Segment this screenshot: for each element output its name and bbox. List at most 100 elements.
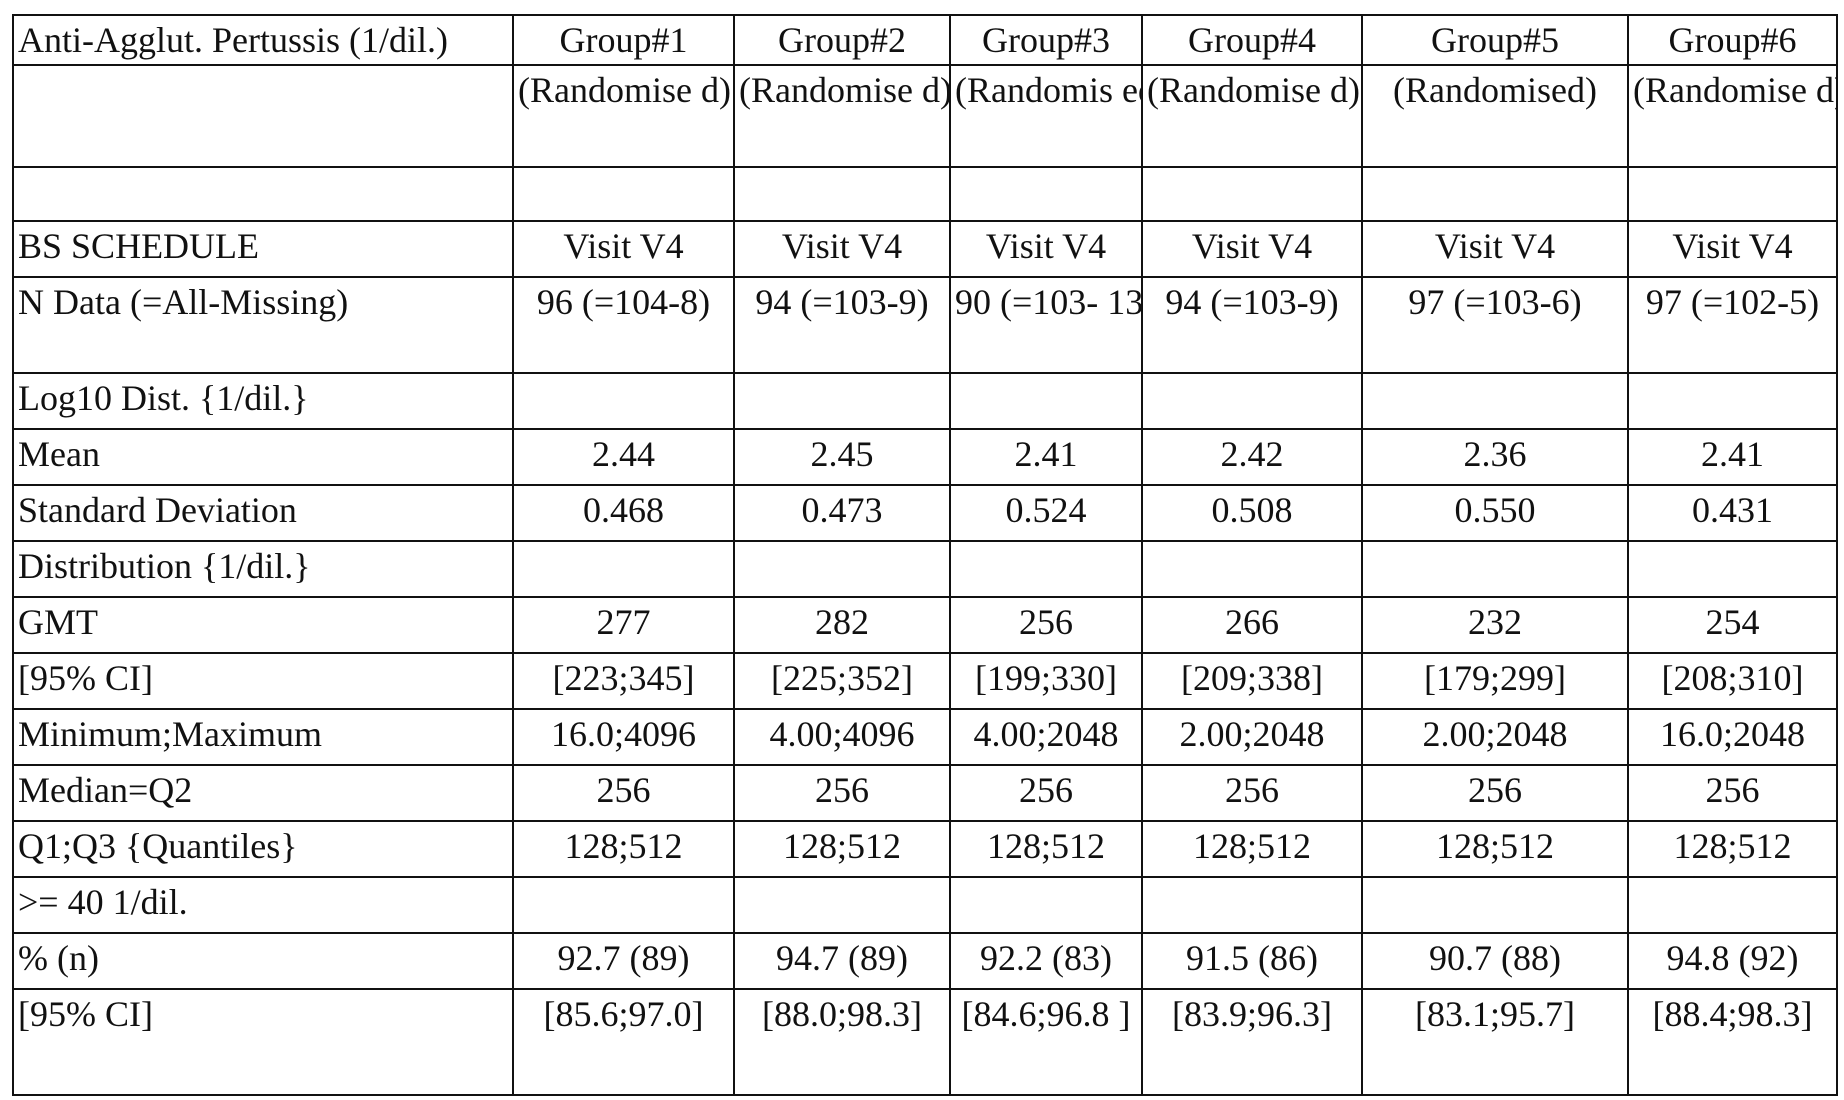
header-row-groups: Anti-Agglut. Pertussis (1/dil.) Group#1 … [12,14,1838,66]
group-5-randomised: (Randomised) [1361,64,1629,168]
table-cell: 97 (=102-5) [1627,276,1838,374]
group-2-header: Group#2 [733,14,951,66]
table-cell: 128;512 [1627,820,1838,878]
table-row-gmt: GMT 277 282 256 266 232 254 [12,596,1838,654]
table-row-percent-ci: [95% CI] [85.6;97.0] [88.0;98.3] [84.6;9… [12,988,1838,1096]
table-cell: 90.7 (88) [1361,932,1629,990]
empty-cell [1627,372,1838,430]
table-row-sd: Standard Deviation 0.468 0.473 0.524 0.5… [12,484,1838,542]
table-cell: [179;299] [1361,652,1629,710]
table-row-median: Median=Q2 256 256 256 256 256 256 [12,764,1838,822]
table-cell: [199;330] [949,652,1143,710]
table-cell: 256 [1141,764,1363,822]
empty-cell [512,166,735,222]
table-cell: 16.0;4096 [512,708,735,766]
table-cell: [85.6;97.0] [512,988,735,1096]
empty-cell [1361,372,1629,430]
header-row-randomised: (Randomise d) (Randomise d) (Randomis ed… [12,64,1838,168]
table-row-gmt-ci: [95% CI] [223;345] [225;352] [199;330] [… [12,652,1838,710]
table-cell: 0.508 [1141,484,1363,542]
row-label: BS SCHEDULE [12,220,514,278]
table-row-quartiles: Q1;Q3 {Quantiles} 128;512 128;512 128;51… [12,820,1838,878]
table-cell: 4.00;2048 [949,708,1143,766]
row-label: % (n) [12,932,514,990]
empty-cell [1627,876,1838,934]
section-label: >= 40 1/dil. [12,876,514,934]
empty-cell [949,166,1143,222]
results-table: Anti-Agglut. Pertussis (1/dil.) Group#1 … [12,14,1838,1096]
empty-cell [1141,372,1363,430]
table-cell: 232 [1361,596,1629,654]
empty-cell [949,372,1143,430]
table-cell: 266 [1141,596,1363,654]
table-cell: 90 (=103- 13) [949,276,1143,374]
row-label: [95% CI] [12,652,514,710]
row-label: N Data (=All-Missing) [12,276,514,374]
table-cell: 2.41 [1627,428,1838,486]
table-cell: 256 [1361,764,1629,822]
group-6-header: Group#6 [1627,14,1838,66]
table-cell: [208;310] [1627,652,1838,710]
empty-cell [12,64,514,168]
table-cell: [223;345] [512,652,735,710]
empty-cell [1361,540,1629,598]
empty-cell [1141,876,1363,934]
table-row-dist-section: Distribution {1/dil.} [12,540,1838,598]
empty-cell [1627,540,1838,598]
table-cell: 94 (=103-9) [733,276,951,374]
empty-cell [949,540,1143,598]
table-cell: Visit V4 [512,220,735,278]
empty-cell [12,166,514,222]
table-cell: Visit V4 [1627,220,1838,278]
group-3-header: Group#3 [949,14,1143,66]
table-cell: [88.4;98.3] [1627,988,1838,1096]
table-cell: 16.0;2048 [1627,708,1838,766]
table-cell: 128;512 [733,820,951,878]
table-cell: 2.41 [949,428,1143,486]
table-cell: 2.00;2048 [1141,708,1363,766]
row-label: GMT [12,596,514,654]
table-cell: 2.00;2048 [1361,708,1629,766]
table-row-threshold-section: >= 40 1/dil. [12,876,1838,934]
table-cell: [83.9;96.3] [1141,988,1363,1096]
empty-cell [1361,166,1629,222]
table-cell: 97 (=103-6) [1361,276,1629,374]
group-1-randomised: (Randomise d) [512,64,735,168]
table-cell: [225;352] [733,652,951,710]
row-label: Minimum;Maximum [12,708,514,766]
row-label: Q1;Q3 {Quantiles} [12,820,514,878]
table-cell: 0.431 [1627,484,1838,542]
empty-cell [1627,166,1838,222]
blank-row [12,166,1838,222]
empty-cell [733,166,951,222]
empty-cell [1361,876,1629,934]
table-row-n-data: N Data (=All-Missing) 96 (=104-8) 94 (=1… [12,276,1838,374]
group-2-randomised: (Randomise d) [733,64,951,168]
group-6-randomised: (Randomise d) [1627,64,1838,168]
table-cell: Visit V4 [1361,220,1629,278]
table-row-percent: % (n) 92.7 (89) 94.7 (89) 92.2 (83) 91.5… [12,932,1838,990]
table-cell: 256 [949,596,1143,654]
table-cell: 256 [949,764,1143,822]
table-cell: 2.36 [1361,428,1629,486]
table-cell: 91.5 (86) [1141,932,1363,990]
empty-cell [1141,540,1363,598]
empty-cell [949,876,1143,934]
table-cell: 0.550 [1361,484,1629,542]
table-cell: 128;512 [949,820,1143,878]
table-cell: 96 (=104-8) [512,276,735,374]
empty-cell [733,372,951,430]
group-5-header: Group#5 [1361,14,1629,66]
table-cell: [83.1;95.7] [1361,988,1629,1096]
table-cell: 0.468 [512,484,735,542]
row-label: Standard Deviation [12,484,514,542]
row-label: Mean [12,428,514,486]
section-label: Distribution {1/dil.} [12,540,514,598]
table-row-mean: Mean 2.44 2.45 2.41 2.42 2.36 2.41 [12,428,1838,486]
table-cell: 4.00;4096 [733,708,951,766]
table-cell: [88.0;98.3] [733,988,951,1096]
empty-cell [733,876,951,934]
table-cell: 277 [512,596,735,654]
group-4-header: Group#4 [1141,14,1363,66]
table-cell: 256 [1627,764,1838,822]
